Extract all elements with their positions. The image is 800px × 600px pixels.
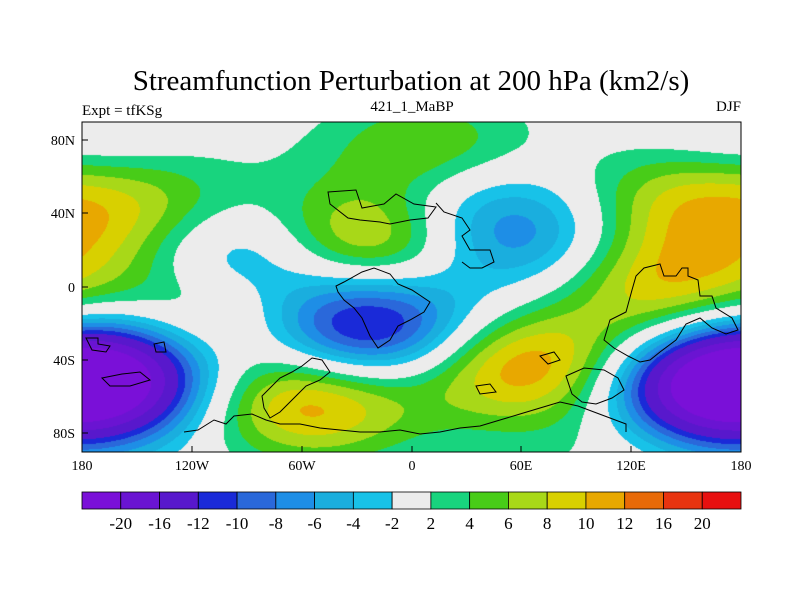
colorbar-swatch — [546, 491, 587, 510]
colorbar-label: 4 — [465, 514, 474, 533]
x-tick-label: 60E — [510, 459, 533, 474]
colorbar-label: 6 — [504, 514, 513, 533]
colorbar-label: 2 — [427, 514, 436, 533]
colorbar-label: -4 — [346, 514, 361, 533]
streamfunction-field — [82, 122, 741, 452]
colorbar-swatch — [508, 491, 548, 510]
x-tick-label: 180 — [72, 459, 93, 474]
colorbar-label: -10 — [226, 514, 249, 533]
x-tick-label: 120W — [175, 459, 210, 474]
chart-title: Streamfunction Perturbation at 200 hPa (… — [133, 65, 690, 97]
colorbar-label: -16 — [148, 514, 171, 533]
colorbar-label: 10 — [577, 514, 594, 533]
x-tick-label: 180 — [731, 459, 752, 474]
colorbar-swatch — [197, 491, 238, 510]
colorbar-swatch — [159, 491, 199, 510]
colorbar: -20 -16 -12 -10 -8 -6 -4 -2 2 4 6 8 10 12 16 20 — [81, 491, 742, 533]
y-tick-labels: 80N 40N 0 40S 80S — [51, 134, 75, 442]
colorbar-label: -20 — [109, 514, 132, 533]
y-tick-label: 40S — [53, 354, 75, 369]
x-tick-label: 120E — [616, 459, 646, 474]
colorbar-swatch — [663, 491, 703, 510]
run-id-label: 421_1_MaBP — [370, 99, 453, 115]
colorbar-label: -12 — [187, 514, 210, 533]
x-tick-label: 0 — [409, 459, 416, 474]
x-tick-labels: 180 120W 60W 0 60E 120E 180 — [72, 459, 752, 474]
x-tick-label: 60W — [288, 459, 316, 474]
colorbar-swatch — [352, 491, 393, 510]
colorbar-swatch — [391, 491, 432, 510]
colorbar-label: 8 — [543, 514, 552, 533]
experiment-label: Expt = tfKSg — [82, 103, 163, 119]
colorbar-swatch — [585, 491, 626, 510]
colorbar-swatch — [430, 491, 471, 510]
colorbar-swatch — [275, 491, 315, 510]
y-tick-label: 40N — [51, 207, 75, 222]
colorbar-swatch — [314, 491, 354, 510]
y-tick-label: 80N — [51, 134, 75, 149]
colorbar-swatch — [81, 491, 122, 510]
colorbar-label: -6 — [308, 514, 322, 533]
axis-ticks — [81, 139, 742, 452]
colorbar-swatch — [469, 491, 509, 510]
colorbar-swatch — [236, 491, 277, 510]
colorbar-label: 16 — [655, 514, 672, 533]
colorbar-swatch — [624, 491, 664, 510]
plot-area — [82, 122, 741, 452]
season-label: DJF — [716, 99, 741, 115]
colorbar-label: -2 — [385, 514, 399, 533]
colorbar-label: 12 — [616, 514, 633, 533]
colorbar-label: 20 — [694, 514, 711, 533]
coastlines — [85, 189, 739, 435]
y-tick-label: 0 — [68, 281, 75, 296]
colorbar-swatch — [120, 491, 160, 510]
colorbar-label: -8 — [269, 514, 283, 533]
y-tick-label: 80S — [53, 427, 75, 442]
colorbar-swatch — [701, 491, 742, 510]
